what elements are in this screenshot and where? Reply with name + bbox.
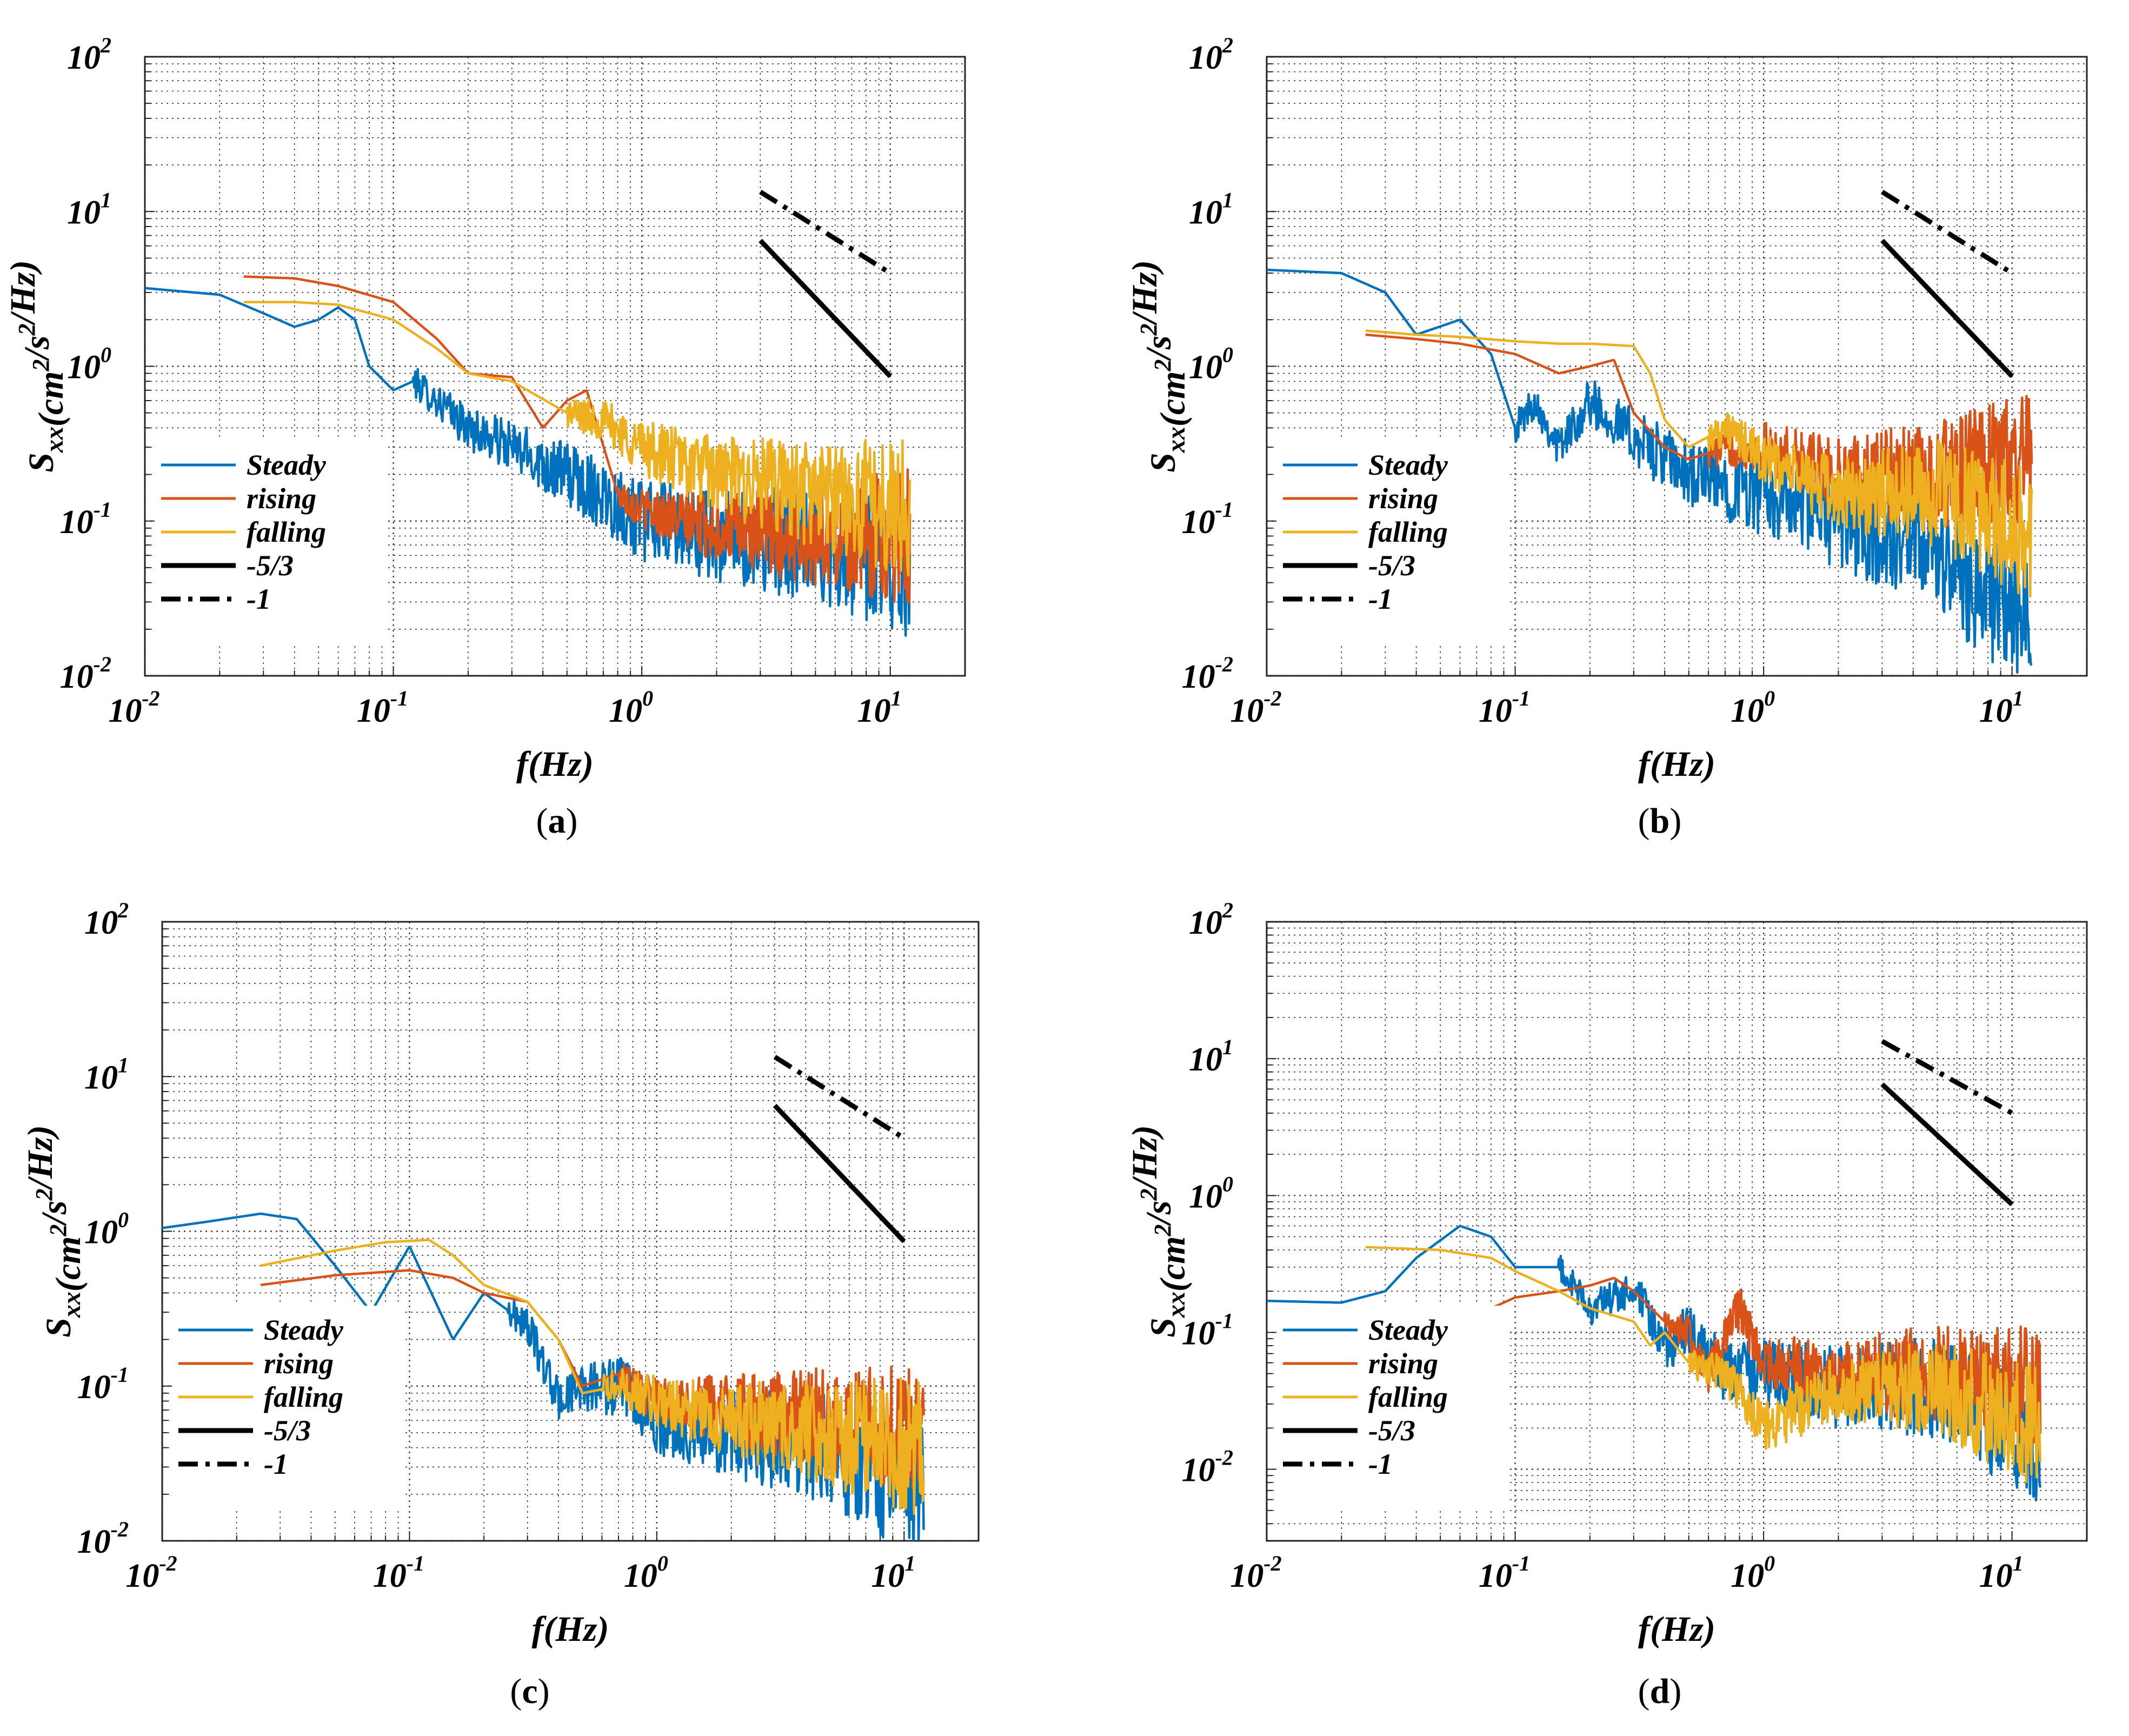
y-axis-label: Sxx(cm2/s2/Hz): [1125, 1125, 1193, 1338]
y-axis-label: Sxx(cm2/s2/Hz): [1125, 260, 1193, 473]
legend-entry: -1: [1368, 1448, 1393, 1480]
y-tick-label: 10-2: [1182, 652, 1233, 695]
legend-entry: rising: [1368, 482, 1438, 515]
y-tick-label: 100: [1189, 343, 1233, 386]
x-tick-label: 10-2: [1230, 1551, 1281, 1594]
y-tick-label: 101: [1189, 1035, 1233, 1078]
x-tick-label: 100: [1731, 1551, 1775, 1594]
panel-caption: (b): [1638, 801, 1682, 841]
legend-entry: Steady: [247, 449, 327, 481]
series-1-line: [773, 1055, 906, 1141]
y-tick-label: 10-1: [77, 1362, 129, 1406]
panel-b: 10-2 10-1 100 101 10-2 10-1 100 101 102 f(Hz) Sxx(…: [1125, 33, 2088, 841]
x-tick-label: 10-1: [357, 686, 408, 729]
series-Steady-line: [1267, 268, 2033, 674]
y-tick-label: 10-2: [77, 1517, 129, 1560]
series-53-line: [759, 238, 892, 378]
series-1-line: [1881, 1039, 2013, 1115]
plot-area: [1267, 190, 2033, 674]
panel-caption: (c): [510, 1672, 549, 1711]
series-1-line: [759, 190, 892, 276]
y-tick-label: 10-2: [1182, 1446, 1233, 1489]
legend-entry: -5/3: [1368, 1414, 1415, 1447]
panel-caption: (a): [536, 801, 578, 841]
plot-area: [162, 1055, 925, 1541]
series-53-line: [773, 1103, 906, 1243]
legend-entry: Steady: [1368, 449, 1448, 481]
legend-entry: falling: [1368, 1381, 1448, 1413]
legend-entry: -5/3: [264, 1414, 311, 1447]
legend-entry: falling: [247, 516, 326, 548]
x-tick-label: 101: [1979, 1551, 2024, 1594]
x-tick-label: 100: [624, 1551, 668, 1594]
legend-entry: falling: [264, 1381, 343, 1413]
y-tick-label: 100: [1189, 1172, 1233, 1215]
legend-entry: rising: [264, 1347, 334, 1380]
y-tick-label: 100: [84, 1208, 129, 1251]
x-axis-label: f(Hz): [516, 744, 594, 784]
series-falling-line: [1365, 329, 2033, 598]
y-axis-label: Sxx(cm2/s2/Hz): [3, 260, 71, 473]
series-1-line: [1881, 190, 2014, 276]
y-tick-label: 101: [84, 1053, 129, 1096]
x-axis-label: f(Hz): [1638, 1609, 1715, 1649]
x-tick-label: 101: [857, 686, 902, 729]
series-53-line: [1880, 1082, 2014, 1207]
y-tick-label: 10-1: [1182, 497, 1233, 541]
x-tick-label: 10-1: [373, 1551, 424, 1594]
series-53-line: [1880, 238, 2014, 378]
series-falling-line: [260, 1239, 925, 1515]
y-tick-label: 102: [1189, 33, 1233, 76]
x-tick-label: 10-2: [1230, 686, 1281, 729]
x-tick-label: 10-2: [108, 686, 159, 729]
x-tick-label: 100: [609, 686, 653, 729]
legend-entry: rising: [1368, 1347, 1438, 1380]
legend-entry: Steady: [1368, 1314, 1448, 1346]
x-tick-label: 100: [1731, 686, 1775, 729]
y-tick-label: 102: [67, 33, 111, 76]
plot-area: [145, 190, 912, 637]
x-tick-label: 101: [871, 1551, 915, 1594]
series-rising-line: [243, 275, 912, 603]
legend-entry: -1: [1368, 583, 1393, 615]
x-tick-label: 101: [1979, 686, 2024, 729]
y-tick-label: 101: [1189, 188, 1233, 231]
legend-entry: falling: [1368, 516, 1448, 548]
y-tick-label: 10-2: [60, 652, 111, 695]
legend-entry: -5/3: [1368, 549, 1415, 582]
y-axis-label: Sxx(cm2/s2/Hz): [21, 1125, 88, 1338]
y-tick-label: 10-1: [60, 497, 111, 541]
panel-c: 10-2 10-1 100 101 10-2 10-1 100 101 102 f(Hz) Sxx(…: [21, 898, 980, 1711]
legend-entry: rising: [247, 482, 316, 515]
x-axis-label: f(Hz): [532, 1609, 609, 1649]
legend-entry: -1: [264, 1448, 288, 1480]
x-tick-label: 10-1: [1479, 1551, 1530, 1594]
y-tick-label: 100: [67, 343, 111, 386]
y-tick-label: 101: [67, 188, 111, 231]
series-falling-line: [1365, 1246, 2042, 1484]
panel-caption: (d): [1638, 1672, 1682, 1711]
panel-a: 10-2 10-1 100 101 10-2 10-1 100 101 102 f(Hz) Sxx(…: [3, 33, 966, 841]
x-tick-label: 10-2: [125, 1551, 177, 1594]
y-tick-label: 102: [1189, 898, 1233, 941]
x-axis-label: f(Hz): [1638, 744, 1715, 784]
y-tick-label: 102: [84, 898, 129, 941]
legend-entry: -5/3: [247, 549, 294, 582]
legend-entry: -1: [247, 583, 271, 615]
legend-entry: Steady: [264, 1314, 344, 1346]
grid: [1267, 57, 2087, 676]
x-tick-label: 10-1: [1479, 686, 1530, 729]
panel-d: 10-2 10-1 100 10110-210-1100101102f(Hz)Sxx(…: [1125, 898, 2088, 1711]
series-falling-line: [243, 301, 912, 577]
